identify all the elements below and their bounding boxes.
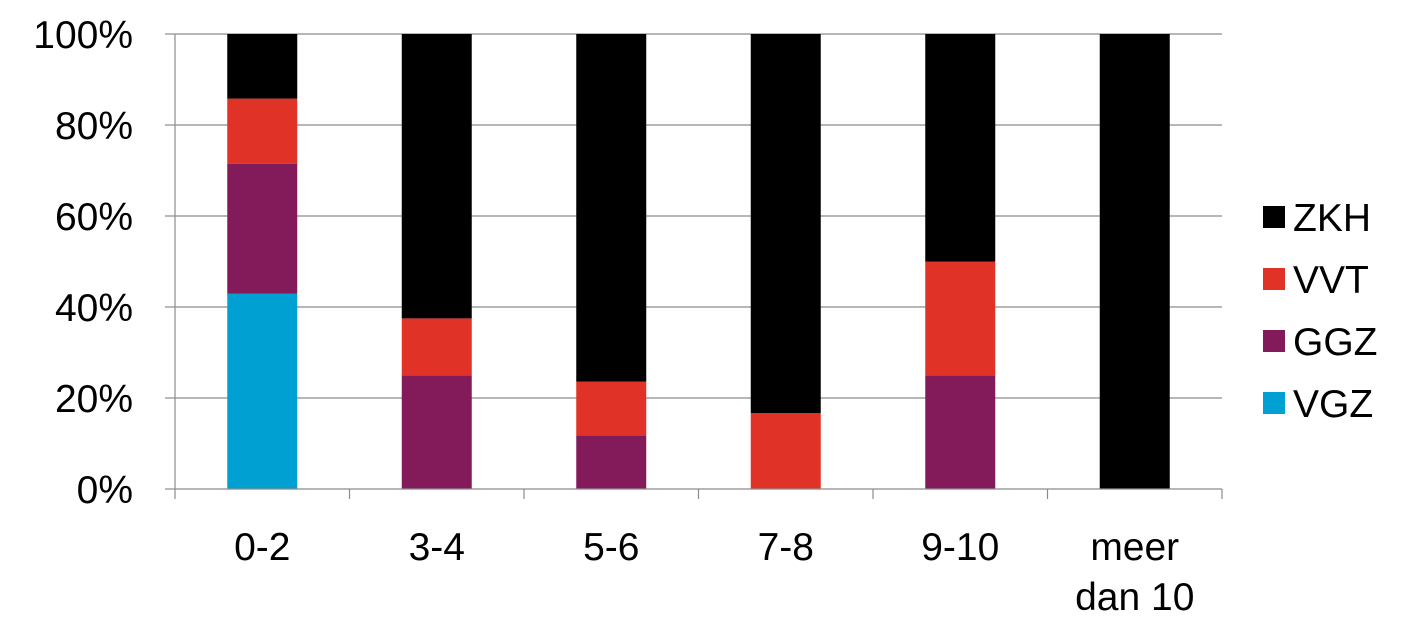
bar-segment-ggz-1 bbox=[401, 375, 472, 489]
legend-swatch-zkh bbox=[1263, 206, 1285, 228]
bar-segment-zkh-3 bbox=[750, 34, 821, 414]
legend-label-zkh: ZKH bbox=[1293, 197, 1371, 240]
bar-segment-zkh-5 bbox=[1099, 34, 1170, 489]
x-axis-tick-labels: 0-2 3-4 5-6 7-8 9-10 meer dan 10 bbox=[234, 526, 1194, 619]
x-tick-label: 0-2 bbox=[234, 526, 290, 569]
bar-segment-vvt-4 bbox=[925, 261, 996, 376]
y-tick-label: 20% bbox=[55, 378, 133, 421]
bar-segment-vvt-2 bbox=[576, 381, 647, 436]
x-tick-label: 7-8 bbox=[758, 526, 814, 569]
bar-segment-ggz-4 bbox=[925, 375, 996, 489]
bar-segment-zkh-0 bbox=[227, 34, 298, 99]
x-tick-label: meer bbox=[1090, 526, 1179, 569]
bar-segment-ggz-0 bbox=[227, 163, 298, 294]
legend-swatch-vvt bbox=[1263, 268, 1285, 290]
legend-label-vgz: VGZ bbox=[1293, 383, 1373, 426]
legend-swatch-ggz bbox=[1263, 330, 1285, 352]
axes bbox=[165, 33, 1223, 499]
legend: ZKH VVT GGZ VGZ bbox=[1263, 197, 1378, 426]
y-tick-label: 60% bbox=[55, 196, 133, 239]
bar-segment-vvt-0 bbox=[227, 98, 298, 164]
bar-segment-vvt-1 bbox=[401, 318, 472, 376]
legend-swatch-vgz bbox=[1263, 392, 1285, 414]
y-tick-label: 80% bbox=[55, 105, 133, 148]
x-tick-label: dan 10 bbox=[1075, 576, 1194, 619]
bar-segment-zkh-1 bbox=[401, 34, 472, 319]
legend-label-vvt: VVT bbox=[1293, 259, 1369, 302]
bar-segment-ggz-2 bbox=[576, 435, 647, 489]
x-tick-label: 9-10 bbox=[921, 526, 999, 569]
x-tick-label: 5-6 bbox=[583, 526, 639, 569]
bar-segment-vgz-0 bbox=[227, 293, 298, 489]
bar-segment-zkh-2 bbox=[576, 34, 647, 382]
bar-segment-vvt-3 bbox=[750, 413, 821, 489]
y-tick-label: 0% bbox=[77, 469, 133, 512]
y-axis-tick-labels: 0% 20% 40% 60% 80% 100% bbox=[33, 14, 133, 512]
gridlines bbox=[175, 33, 1222, 399]
legend-label-ggz: GGZ bbox=[1293, 321, 1378, 364]
y-tick-label: 40% bbox=[55, 287, 133, 330]
x-tick-label: 3-4 bbox=[409, 526, 465, 569]
bar-segment-zkh-4 bbox=[925, 34, 996, 262]
y-tick-label: 100% bbox=[33, 14, 133, 57]
bar-segments bbox=[227, 34, 1170, 489]
